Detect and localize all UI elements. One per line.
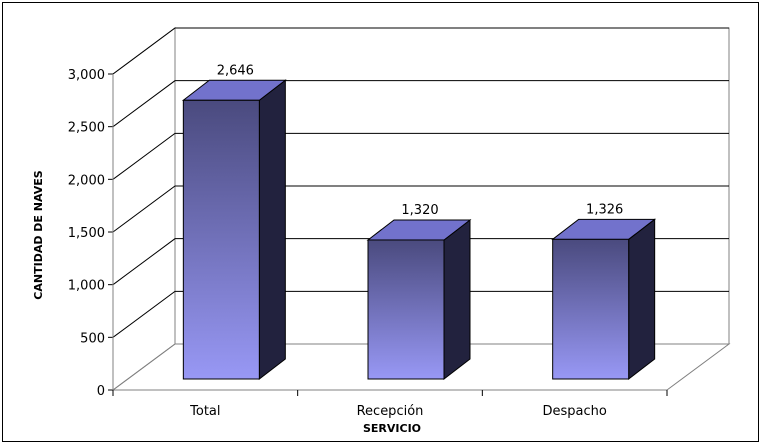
bar-side-Total xyxy=(258,79,286,381)
gridline xyxy=(112,132,729,180)
data-label: 2,646 xyxy=(217,63,254,78)
x-tick-label: Total xyxy=(189,404,220,419)
x-tick-label: Recepción xyxy=(357,404,424,419)
gridlines xyxy=(112,27,729,338)
y-axis-title: CANTIDAD DE NAVES xyxy=(32,170,45,299)
y-tick-label: 3,000 xyxy=(68,68,105,83)
y-tick-label: 2,000 xyxy=(68,173,105,188)
gridline xyxy=(112,185,729,233)
y-tick-label: 1,500 xyxy=(68,226,105,241)
y-tick-label: 1,000 xyxy=(68,279,105,294)
y-axis xyxy=(108,73,668,396)
bar-side-Despacho xyxy=(628,218,656,381)
bar-Despacho xyxy=(552,238,630,380)
gridline xyxy=(112,80,729,128)
bar-Total xyxy=(182,99,260,380)
bar-side-Recepción xyxy=(443,218,471,381)
bar-Recepción xyxy=(367,239,445,380)
gridline xyxy=(112,290,729,338)
x-tick-label: Despacho xyxy=(542,404,606,419)
data-label: 1,320 xyxy=(401,203,438,218)
bars xyxy=(181,79,657,381)
y-tick-label: 0 xyxy=(97,384,105,399)
data-label: 1,326 xyxy=(586,202,623,217)
y-tick-label: 2,500 xyxy=(68,121,105,136)
x-axis-title: SERVICIO xyxy=(363,422,421,435)
y-tick-label: 500 xyxy=(80,331,105,346)
gridline xyxy=(112,238,729,286)
chart-text: 0 500 1,000 1,500 2,000 2,500 3,000 2,646 Total 1… xyxy=(68,63,623,419)
gridline xyxy=(112,27,729,75)
